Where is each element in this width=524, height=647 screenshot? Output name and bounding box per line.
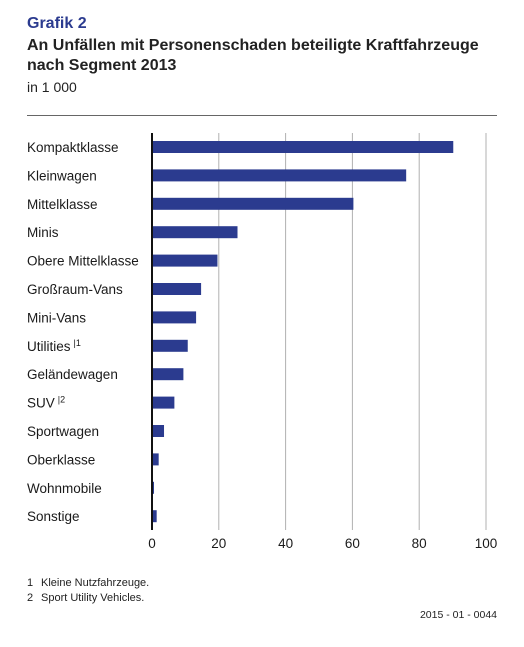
category-label-8: Geländewagen bbox=[27, 367, 118, 382]
category-label-13: Sonstige bbox=[27, 509, 80, 524]
category-label-4: Obere Mittelklasse bbox=[27, 254, 139, 269]
bar-0 bbox=[152, 141, 454, 153]
x-tick-label-5: 100 bbox=[475, 536, 498, 551]
footnote-1-text: Kleine Nutzfahrzeuge. bbox=[41, 577, 150, 589]
figure-number: Grafik 2 bbox=[27, 15, 87, 32]
bar-6 bbox=[152, 311, 197, 324]
bar-13 bbox=[152, 510, 157, 523]
category-label-11: Oberklasse bbox=[27, 452, 95, 467]
footnote-2-number: 2 bbox=[27, 592, 34, 604]
bar-8 bbox=[152, 368, 184, 381]
chart-title-line-1: An Unfällen mit Personenschaden beteilig… bbox=[27, 37, 479, 54]
category-label-10: Sportwagen bbox=[27, 424, 99, 439]
category-label-6: Mini-Vans bbox=[27, 310, 86, 325]
category-label-2: Mittelklasse bbox=[27, 197, 98, 212]
bar-5 bbox=[152, 283, 202, 295]
chart-header: Grafik 2 An Unfällen mit Personenschaden… bbox=[27, 14, 497, 96]
bar-9 bbox=[152, 396, 175, 409]
x-tick-label-1: 20 bbox=[211, 536, 226, 551]
category-label-3: Minis bbox=[27, 225, 59, 240]
footnote-2-text: Sport Utility Vehicles. bbox=[41, 592, 145, 604]
footnotes: 1 Kleine Nutzfahrzeuge. 2 Sport Utility Ve… bbox=[27, 576, 149, 606]
category-label-5: Großraum-Vans bbox=[27, 282, 123, 297]
bar-12 bbox=[152, 481, 155, 494]
chart-title-line-2: nach Segment 2013 bbox=[27, 57, 177, 74]
bar-7 bbox=[152, 339, 188, 352]
footnote-2: 2 Sport Utility Vehicles. bbox=[27, 591, 149, 606]
bar-10 bbox=[152, 425, 165, 437]
x-tick-label-4: 80 bbox=[412, 536, 427, 551]
footnote-mark-7: 1 bbox=[76, 338, 81, 348]
footnote-1-number: 1 bbox=[27, 577, 34, 589]
bar-2 bbox=[152, 197, 354, 210]
category-label-0: Kompaktklasse bbox=[27, 140, 119, 155]
bar-1 bbox=[152, 169, 407, 182]
category-label-12: Wohnmobile bbox=[27, 481, 102, 496]
chart-title: An Unfällen mit Personenschaden beteilig… bbox=[27, 36, 497, 76]
x-tick-label-0: 0 bbox=[148, 536, 156, 551]
x-tick-label-3: 60 bbox=[345, 536, 360, 551]
bar-11 bbox=[152, 453, 159, 466]
unit-label: in 1 000 bbox=[27, 79, 77, 95]
footnote-mark-9: 2 bbox=[60, 395, 65, 405]
bar-chart: Kompaktklasse Kleinwagen Mittelklasse Minis… bbox=[27, 133, 498, 551]
header-divider bbox=[27, 115, 497, 116]
x-tick-label-2: 40 bbox=[278, 536, 293, 551]
bar-3 bbox=[152, 226, 238, 239]
footnote-1: 1 Kleine Nutzfahrzeuge. bbox=[27, 576, 149, 591]
figure-code: 2015 - 01 - 0044 bbox=[419, 609, 497, 621]
bar-4 bbox=[152, 254, 218, 267]
category-label-1: Kleinwagen bbox=[27, 168, 97, 183]
category-label-9: SUV |2 bbox=[27, 395, 65, 411]
category-label-7: Utilities |1 bbox=[27, 338, 81, 354]
